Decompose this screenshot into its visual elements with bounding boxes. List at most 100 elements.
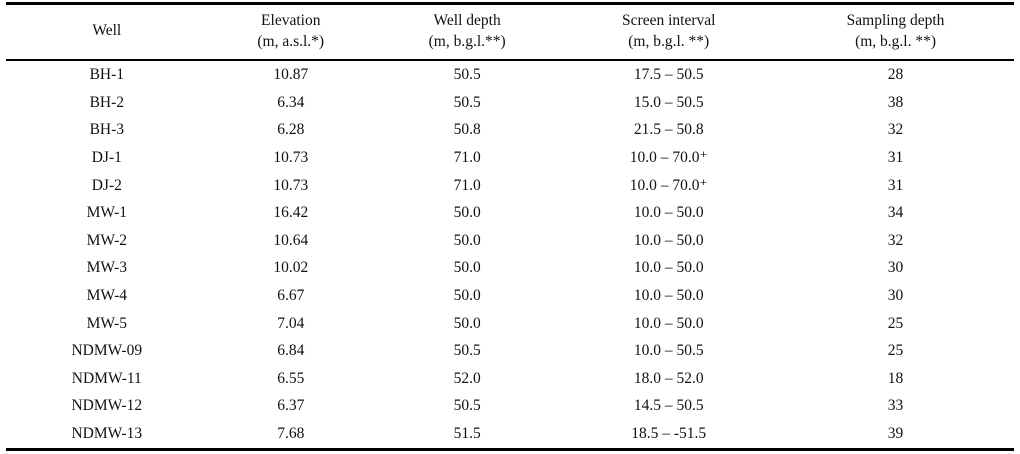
- cell-screen_interval: 15.0 – 50.5: [633, 93, 704, 111]
- cell-elevation: 6.55: [277, 369, 305, 387]
- cell-sampling_depth: 30: [887, 259, 904, 277]
- cell-well: MW-1: [86, 204, 128, 222]
- cell-screen_interval: 10.0 – 50.0: [633, 314, 704, 332]
- cell-well: NDMW-12: [71, 397, 143, 415]
- cell-well: BH-3: [89, 121, 125, 139]
- column-unit: (m, b.g.l. **): [628, 32, 710, 50]
- cell-well_depth: 50.5: [453, 93, 481, 111]
- column-label: Well: [92, 22, 122, 40]
- cell-elevation: 7.68: [277, 425, 305, 443]
- cell-well_depth: 51.5: [453, 425, 481, 443]
- cell-well: NDMW-11: [71, 369, 142, 387]
- cell-sampling_depth: 31: [887, 176, 904, 194]
- cell-sampling_depth: 39: [887, 425, 904, 443]
- cell-well: BH-1: [89, 66, 125, 84]
- cell-well_depth: 50.5: [453, 66, 481, 84]
- cell-screen_interval: 10.0 – 50.5: [633, 342, 704, 360]
- cell-elevation: 10.64: [273, 231, 309, 249]
- cell-elevation: 7.04: [277, 314, 305, 332]
- cell-well_depth: 50.5: [453, 397, 481, 415]
- table-row: BH-2 6.34 50.5 15.0 – 50.5 38: [6, 89, 1014, 117]
- table-row: NDMW-13 7.68 51.5 18.5 – -51.5 39: [6, 420, 1014, 450]
- cell-well_depth: 71.0: [453, 149, 481, 167]
- cell-well_depth: 50.0: [453, 287, 481, 304]
- column-header-well-depth: Well depth (m, b.g.l.**): [374, 4, 560, 60]
- column-label: Screen interval: [622, 12, 716, 29]
- cell-elevation: 10.87: [273, 66, 309, 84]
- cell-well: NDMW-13: [71, 425, 143, 443]
- cell-elevation: 6.28: [277, 121, 305, 139]
- cell-well: MW-5: [86, 314, 128, 332]
- cell-screen_interval: 10.0 – 50.0: [633, 231, 704, 249]
- table-row: MW-4 6.67 50.0 10.0 – 50.0 30: [6, 282, 1014, 310]
- column-header-elevation: Elevation (m, a.s.l.*): [208, 4, 374, 60]
- table-row: DJ-1 10.73 71.0 10.0 – 70.0⁺ 31: [6, 144, 1014, 172]
- cell-well_depth: 50.5: [453, 342, 481, 360]
- cell-elevation: 6.67: [277, 287, 305, 304]
- column-label: Well depth: [433, 12, 501, 29]
- cell-elevation: 6.34: [277, 93, 305, 111]
- cell-screen_interval: 10.0 – 50.0: [633, 259, 704, 277]
- cell-sampling_depth: 32: [887, 121, 904, 139]
- column-label: Elevation: [261, 12, 321, 29]
- cell-well: NDMW-09: [71, 342, 143, 360]
- cell-sampling_depth: 32: [887, 231, 904, 249]
- cell-screen_interval: 10.0 – 70.0⁺: [629, 176, 708, 194]
- cell-well_depth: 71.0: [453, 176, 481, 194]
- column-header-screen-interval: Screen interval (m, b.g.l. **): [560, 4, 777, 60]
- wells-table: Well Elevation (m, a.s.l.*) Well depth (…: [6, 2, 1014, 451]
- table-row: BH-3 6.28 50.8 21.5 – 50.8 32: [6, 116, 1014, 144]
- table-row: NDMW-09 6.84 50.5 10.0 – 50.5 25: [6, 337, 1014, 365]
- cell-sampling_depth: 34: [887, 204, 904, 222]
- column-unit: (m, b.g.l.**): [428, 32, 506, 50]
- cell-screen_interval: 17.5 – 50.5: [633, 66, 704, 84]
- table-row: MW-3 10.02 50.0 10.0 – 50.0 30: [6, 254, 1014, 282]
- cell-well: MW-2: [86, 231, 128, 249]
- table-header: Well Elevation (m, a.s.l.*) Well depth (…: [6, 4, 1014, 60]
- cell-well: MW-3: [86, 259, 128, 277]
- cell-sampling_depth: 38: [887, 93, 904, 111]
- cell-elevation: 10.73: [273, 149, 309, 167]
- table-row: BH-1 10.87 50.5 17.5 – 50.5 28: [6, 60, 1014, 89]
- cell-well: BH-2: [89, 93, 125, 111]
- table-row: NDMW-12 6.37 50.5 14.5 – 50.5 33: [6, 392, 1014, 420]
- cell-sampling_depth: 33: [887, 397, 904, 415]
- cell-elevation: 6.37: [277, 397, 305, 415]
- header-row: Well Elevation (m, a.s.l.*) Well depth (…: [6, 4, 1014, 60]
- cell-sampling_depth: 28: [887, 66, 904, 84]
- cell-well_depth: 50.0: [453, 314, 481, 332]
- cell-screen_interval: 18.0 – 52.0: [633, 369, 704, 387]
- cell-well: MW-4: [86, 287, 128, 304]
- cell-screen_interval: 14.5 – 50.5: [633, 397, 704, 415]
- table-row: MW-2 10.64 50.0 10.0 – 50.0 32: [6, 227, 1014, 255]
- cell-sampling_depth: 31: [887, 149, 904, 167]
- table-row: MW-5 7.04 50.0 10.0 – 50.0 25: [6, 309, 1014, 337]
- cell-elevation: 10.73: [273, 176, 309, 194]
- cell-screen_interval: 10.0 – 70.0⁺: [629, 149, 708, 167]
- cell-elevation: 6.84: [277, 342, 305, 360]
- cell-well_depth: 50.0: [453, 231, 481, 249]
- cell-well: DJ-1: [91, 149, 122, 167]
- cell-well: DJ-2: [91, 176, 122, 194]
- table-row: DJ-2 10.73 71.0 10.0 – 70.0⁺ 31: [6, 172, 1014, 200]
- cell-well_depth: 50.0: [453, 259, 481, 277]
- cell-well_depth: 50.8: [453, 121, 481, 139]
- column-header-sampling-depth: Sampling depth (m, b.g.l. **): [777, 4, 1014, 60]
- cell-sampling_depth: 30: [887, 287, 904, 304]
- cell-elevation: 16.42: [273, 204, 309, 222]
- cell-screen_interval: 18.5 – -51.5: [631, 425, 707, 443]
- cell-elevation: 10.02: [273, 259, 309, 277]
- column-unit: (m, b.g.l. **): [855, 32, 937, 50]
- cell-well_depth: 52.0: [453, 369, 481, 387]
- table-body: BH-1 10.87 50.5 17.5 – 50.5 28 BH-2 6.34 50.5 15…: [6, 60, 1014, 450]
- column-unit: (m, a.s.l.*): [257, 32, 325, 50]
- cell-sampling_depth: 25: [887, 314, 904, 332]
- cell-sampling_depth: 25: [887, 342, 904, 360]
- table-row: MW-1 16.42 50.0 10.0 – 50.0 34: [6, 199, 1014, 227]
- column-header-well: Well: [6, 4, 208, 60]
- cell-screen_interval: 10.0 – 50.0: [633, 204, 704, 222]
- column-label: Sampling depth: [846, 12, 945, 29]
- cell-sampling_depth: 18: [887, 369, 904, 387]
- cell-well_depth: 50.0: [453, 204, 481, 222]
